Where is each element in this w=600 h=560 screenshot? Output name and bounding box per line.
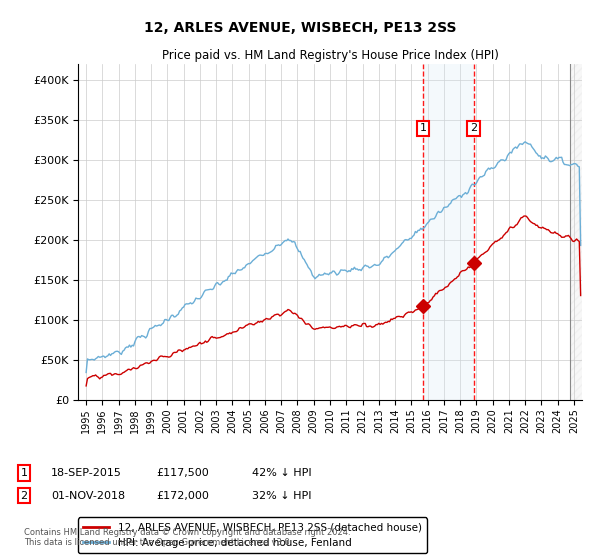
Text: £117,500: £117,500 <box>156 468 209 478</box>
Text: 42% ↓ HPI: 42% ↓ HPI <box>252 468 311 478</box>
Text: 2: 2 <box>470 123 477 133</box>
Text: 32% ↓ HPI: 32% ↓ HPI <box>252 491 311 501</box>
Text: 18-SEP-2015: 18-SEP-2015 <box>51 468 122 478</box>
Text: 2: 2 <box>20 491 28 501</box>
Text: 1: 1 <box>20 468 28 478</box>
Legend: 12, ARLES AVENUE, WISBECH, PE13 2SS (detached house), HPI: Average price, detach: 12, ARLES AVENUE, WISBECH, PE13 2SS (det… <box>78 517 427 553</box>
Title: Price paid vs. HM Land Registry's House Price Index (HPI): Price paid vs. HM Land Registry's House … <box>161 49 499 62</box>
Bar <box>423 64 473 400</box>
Bar <box>570 64 582 400</box>
Text: £172,000: £172,000 <box>156 491 209 501</box>
Text: Contains HM Land Registry data © Crown copyright and database right 2024.
This d: Contains HM Land Registry data © Crown c… <box>24 528 350 547</box>
Text: 12, ARLES AVENUE, WISBECH, PE13 2SS: 12, ARLES AVENUE, WISBECH, PE13 2SS <box>144 21 456 35</box>
Text: 1: 1 <box>419 123 427 133</box>
Text: 01-NOV-2018: 01-NOV-2018 <box>51 491 125 501</box>
